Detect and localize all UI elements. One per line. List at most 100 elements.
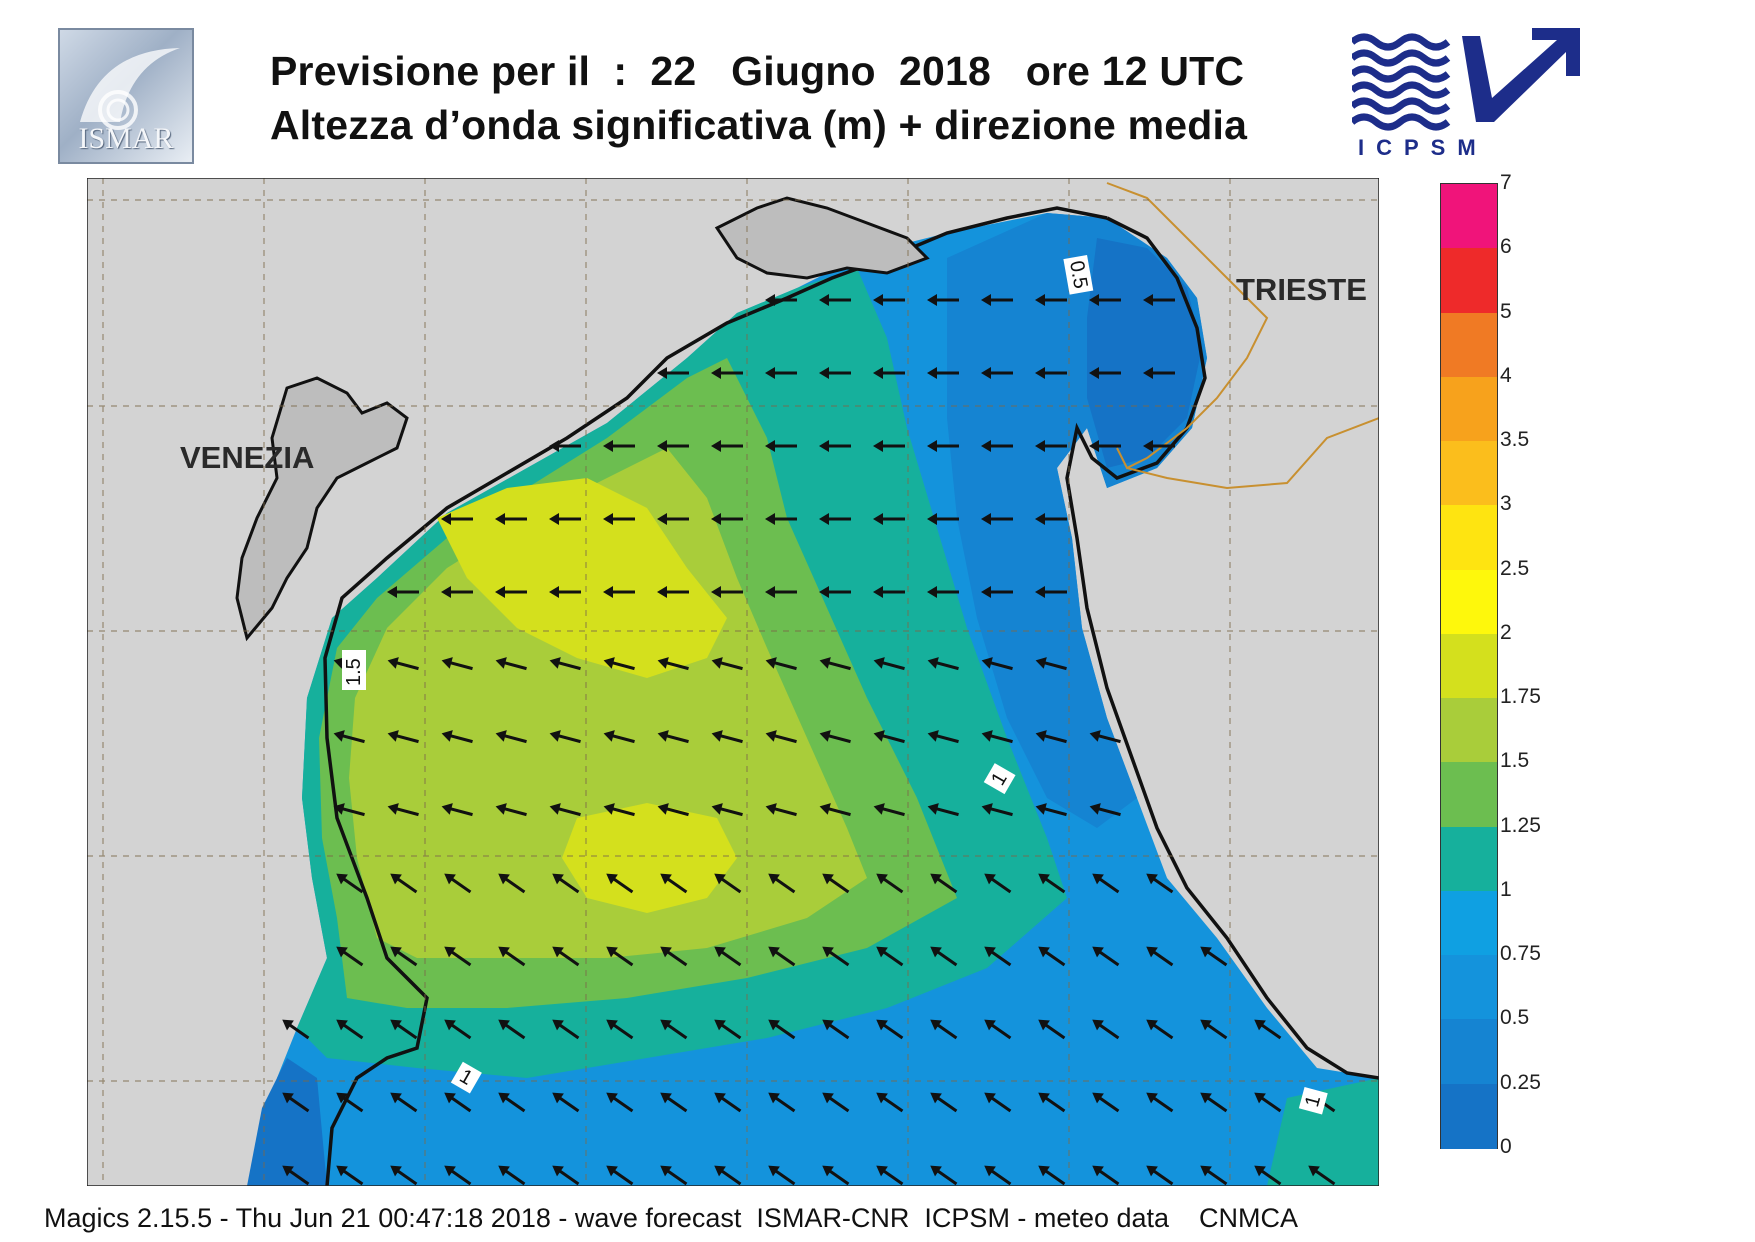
colorbar-band [1441, 441, 1497, 507]
direction-arrow [714, 1165, 742, 1186]
direction-arrow [1035, 730, 1067, 744]
ismar-wave-icon [80, 48, 180, 130]
direction-arrow [765, 440, 797, 452]
colorbar-band [1441, 826, 1497, 892]
direction-arrow [711, 367, 743, 379]
direction-arrow [711, 730, 743, 744]
direction-arrow [444, 1019, 472, 1040]
direction-arrow [1038, 1092, 1066, 1113]
direction-arrow [660, 873, 688, 894]
colorbar-tick-label: 4 [1500, 363, 1512, 387]
direction-arrow [768, 1165, 796, 1186]
direction-arrow [876, 1092, 904, 1113]
colorbar-tick-label: 0.75 [1500, 942, 1541, 966]
colorbar-tick-label: 3.5 [1500, 428, 1530, 452]
direction-arrow [822, 873, 850, 894]
colorbar-band [1441, 890, 1497, 956]
direction-arrow [552, 946, 580, 967]
mean-direction-arrows [282, 294, 1336, 1186]
direction-arrow [390, 1165, 418, 1186]
direction-arrow [765, 294, 797, 306]
direction-arrow [441, 730, 473, 744]
direction-arrow [606, 946, 634, 967]
colorbar-tick-label: 1.25 [1500, 813, 1541, 837]
direction-arrow [657, 803, 689, 817]
direction-arrow [981, 367, 1013, 379]
direction-arrow [1143, 440, 1175, 452]
colorbar-band [1441, 762, 1497, 828]
colorbar-band [1441, 698, 1497, 764]
city-label-venezia: VENEZIA [180, 440, 315, 475]
direction-arrow [498, 1092, 526, 1113]
wave-1-zone-se [1267, 1078, 1379, 1186]
direction-arrow [1146, 1165, 1174, 1186]
direction-arrow [549, 513, 581, 525]
direction-arrow [498, 946, 526, 967]
direction-arrow [714, 873, 742, 894]
ismar-logo-text: ISMAR [78, 122, 174, 155]
direction-arrow [390, 873, 418, 894]
direction-arrow [984, 1092, 1012, 1113]
contour-label-1.5: 1.5 [343, 658, 365, 686]
colorbar-band [1441, 569, 1497, 635]
direction-arrow [714, 1019, 742, 1040]
colorbar-band [1441, 248, 1497, 314]
direction-arrow [552, 873, 580, 894]
direction-arrow [873, 657, 905, 671]
colorbar-band [1441, 1019, 1497, 1085]
direction-arrow [873, 803, 905, 817]
title-line-2: Altezza d’onda significativa (m) + direz… [270, 102, 1248, 148]
direction-arrow [1254, 1165, 1282, 1186]
direction-arrow [711, 657, 743, 671]
colorbar-band [1441, 505, 1497, 571]
contour-label-0.5: 0.5 [1065, 259, 1091, 290]
direction-arrow [1089, 440, 1121, 452]
direction-arrow [768, 1019, 796, 1040]
direction-arrow [660, 946, 688, 967]
direction-arrow [606, 873, 634, 894]
direction-arrow [711, 513, 743, 525]
direction-arrow [714, 946, 742, 967]
direction-arrow [927, 440, 959, 452]
direction-arrow [981, 657, 1013, 671]
direction-arrow [660, 1165, 688, 1186]
direction-arrow [819, 730, 851, 744]
direction-arrow [495, 803, 527, 817]
direction-arrow [390, 1092, 418, 1113]
direction-arrow [927, 657, 959, 671]
contour-label-1-c: 1 [1301, 1093, 1325, 1109]
direction-arrow [873, 440, 905, 452]
colorbar-band [1441, 312, 1497, 378]
direction-arrow [336, 1165, 364, 1186]
direction-arrow [1146, 946, 1174, 967]
colorbar-tick-label: 0.5 [1500, 1006, 1530, 1030]
direction-arrow [336, 1019, 364, 1040]
direction-arrow [603, 803, 635, 817]
direction-arrow [1035, 294, 1067, 306]
direction-arrow [657, 657, 689, 671]
direction-arrow [552, 1092, 580, 1113]
direction-arrow [606, 1165, 634, 1186]
colorbar-band [1441, 955, 1497, 1021]
direction-arrow [1092, 946, 1120, 967]
direction-arrow [336, 946, 364, 967]
direction-arrow [819, 294, 851, 306]
direction-arrow [1200, 946, 1228, 967]
colorbar-band [1441, 633, 1497, 699]
direction-arrow [444, 1165, 472, 1186]
direction-arrow [441, 586, 473, 598]
title-line-1: Previsione per il : 22 Giugno 2018 ore 1… [270, 48, 1245, 94]
direction-arrow [444, 946, 472, 967]
wave-height-map: 0.5 1.5 1 1 1 [87, 178, 1379, 1186]
wave-0.25-zone-sw [247, 1058, 327, 1186]
colorbar-tick-label: 7 [1500, 171, 1512, 194]
direction-arrow [657, 586, 689, 598]
direction-arrow [822, 1092, 850, 1113]
direction-arrow [981, 513, 1013, 525]
direction-arrow [873, 513, 905, 525]
direction-arrow [930, 873, 958, 894]
direction-arrow [873, 294, 905, 306]
direction-arrow [657, 513, 689, 525]
direction-arrow [603, 730, 635, 744]
direction-arrow [930, 1165, 958, 1186]
